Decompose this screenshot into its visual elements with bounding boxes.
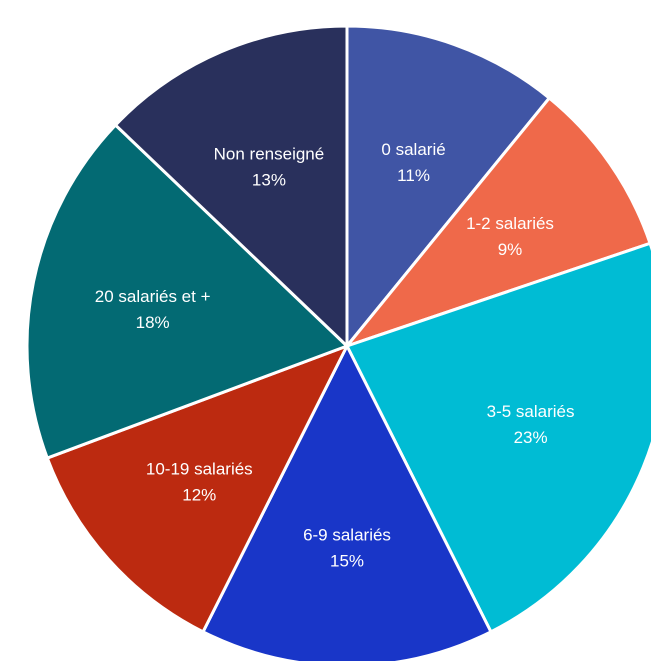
slice-category-label: 3-5 salariés (487, 402, 575, 421)
slice-category-label: 6-9 salariés (303, 525, 391, 544)
pie-slice (344, 241, 651, 634)
pie-slice (345, 24, 552, 351)
slice-percent-label: 13% (252, 171, 286, 190)
slice-percent-label: 11% (397, 166, 430, 185)
pie-slice (113, 24, 349, 350)
pie-labels: 0 salarié 11% 1-2 salariés 9% 3-5 salariés 23… (95, 140, 575, 570)
slice-percent-label: 18% (136, 313, 170, 332)
pie-slice (342, 95, 651, 350)
pie-slice (45, 343, 351, 634)
slice-category-label: Non renseigné (214, 145, 325, 164)
slice-category-label: 0 salarié (381, 140, 445, 159)
slice-category-label: 20 salariés et + (95, 287, 211, 306)
slice-category-label: 1-2 salariés (466, 214, 554, 233)
slice-percent-label: 15% (330, 551, 364, 570)
slice-percent-label: 9% (498, 240, 523, 259)
slice-percent-label: 12% (182, 485, 216, 504)
slice-category-label: 10-19 salariés (146, 459, 253, 478)
pie-slice (201, 342, 493, 661)
slice-percent-label: 23% (514, 428, 548, 447)
pie-slice (25, 122, 350, 460)
